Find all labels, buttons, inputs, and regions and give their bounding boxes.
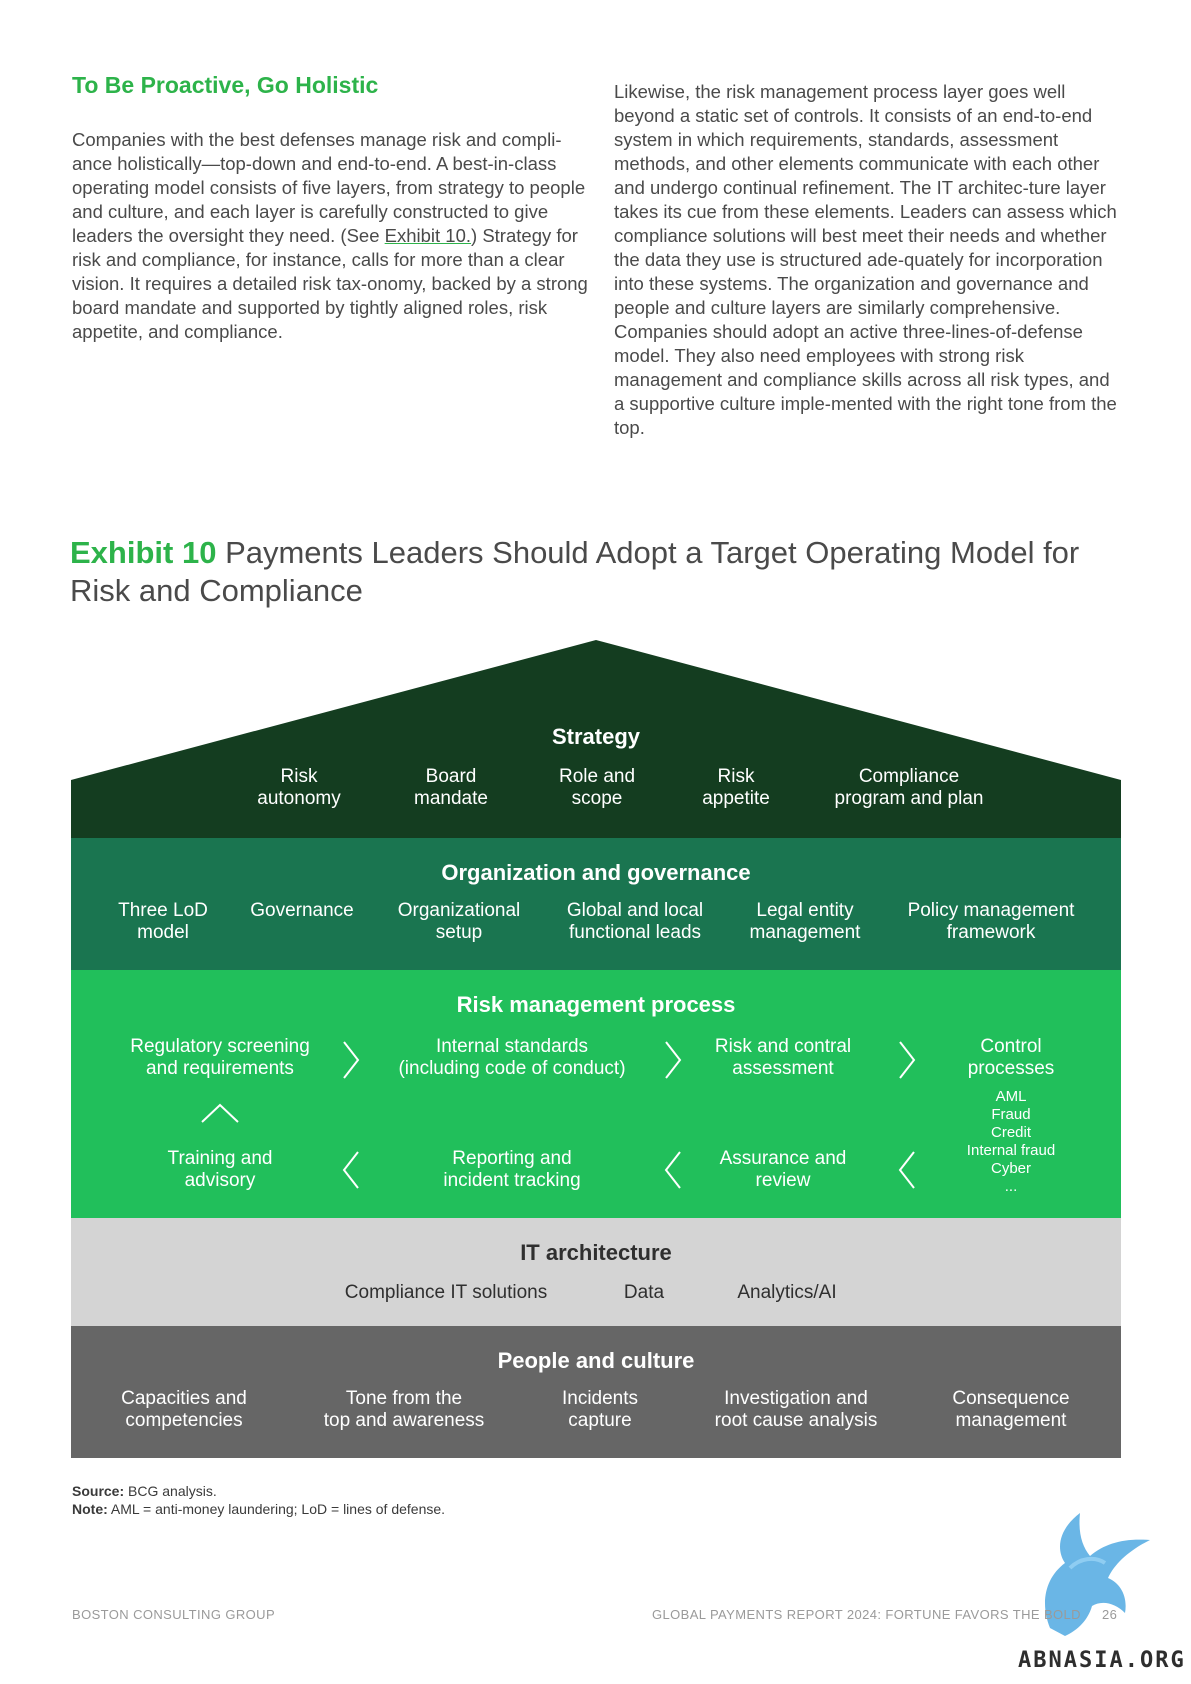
people-item-investigation: Investigation and root cause analysis	[714, 1388, 878, 1431]
people-culture-title: People and culture	[497, 1348, 695, 1373]
left-paragraph-end: ) Strategy for risk and compliance, for …	[72, 225, 588, 342]
risk-item-risk-assessment: Risk and contral assessment	[714, 1036, 852, 1079]
control-item-cyber: Cyber	[990, 1160, 1032, 1177]
risk-process-band: Risk management process Regulatory scree…	[71, 970, 1121, 1218]
risk-item-control-processes: Control processes	[967, 1036, 1055, 1079]
strategy-item-risk-appetite: Risk appetite	[702, 766, 770, 809]
org-item-three-lod: Three LoD model	[118, 900, 208, 943]
org-item-governance: Governance	[250, 900, 354, 921]
footer-right: GLOBAL PAYMENTS REPORT 2024: FORTUNE FAV…	[652, 1607, 1081, 1622]
page-number: 26	[1102, 1607, 1118, 1622]
operating-model-diagram: Strategy Risk autonomy Board mandate Role …	[71, 640, 1121, 1458]
strategy-item-risk-autonomy: Risk autonomy	[257, 766, 341, 809]
chevron-left-icon	[664, 1151, 681, 1189]
control-item-credit: Credit	[990, 1124, 1032, 1141]
left-paragraph: Companies with the best defenses manage …	[72, 128, 592, 344]
people-item-consequence: Consequence management	[952, 1388, 1070, 1431]
it-item-data: Data	[623, 1282, 665, 1303]
chevron-right-icon	[343, 1041, 360, 1079]
strategy-roof	[71, 640, 1121, 838]
org-item-global-local-leads: Global and local functional leads	[566, 900, 704, 943]
note-label: Note:	[72, 1501, 108, 1517]
chevron-up-icon	[201, 1103, 239, 1123]
watermark-text: ABNASIA.ORG	[1018, 1648, 1186, 1673]
exhibit-notes: Source: BCG analysis. Note: AML = anti-m…	[72, 1482, 445, 1518]
strategy-item-compliance-program: Compliance program and plan	[834, 766, 984, 809]
control-item-fraud: Fraud	[991, 1106, 1031, 1123]
risk-item-reporting: Reporting and incident tracking	[443, 1148, 581, 1191]
control-item-internal-fraud: Internal fraud	[966, 1142, 1056, 1159]
risk-item-regulatory-screening: Regulatory screening and requirements	[130, 1036, 310, 1079]
strategy-item-role-scope: Role and scope	[558, 766, 636, 809]
source-line: Source: BCG analysis.	[72, 1482, 445, 1500]
it-item-compliance-solutions: Compliance IT solutions	[344, 1282, 548, 1303]
risk-process-title: Risk management process	[456, 992, 736, 1017]
exhibit-link[interactable]: Exhibit 10.	[384, 225, 472, 246]
chevron-right-icon	[665, 1041, 682, 1079]
source-text: BCG analysis.	[124, 1483, 217, 1499]
chevron-left-icon	[342, 1151, 359, 1189]
exhibit-label: Exhibit 10	[70, 535, 217, 570]
people-item-capacities: Capacities and competencies	[121, 1388, 247, 1431]
strategy-item-board-mandate: Board mandate	[414, 766, 488, 809]
control-item-aml: AML	[995, 1088, 1027, 1105]
org-item-organizational-setup: Organizational setup	[397, 900, 521, 943]
exhibit-title: Exhibit 10 Payments Leaders Should Adopt…	[70, 534, 1130, 610]
it-architecture-band: IT architecture Compliance IT solutions …	[71, 1218, 1121, 1326]
people-item-tone: Tone from the top and awareness	[323, 1388, 485, 1431]
right-column-text: Likewise, the risk management process la…	[614, 80, 1124, 440]
footer-left: BOSTON CONSULTING GROUP	[72, 1607, 276, 1622]
it-architecture-title: IT architecture	[520, 1240, 672, 1265]
note-line: Note: AML = anti-money laundering; LoD =…	[72, 1500, 445, 1518]
risk-item-training: Training and advisory	[167, 1148, 273, 1191]
chevron-left-icon	[898, 1151, 915, 1189]
control-item-more: ...	[1004, 1178, 1018, 1195]
exhibit-title-text: Payments Leaders Should Adopt a Target O…	[70, 535, 1080, 608]
risk-item-assurance: Assurance and review	[719, 1148, 847, 1191]
org-governance-band: Organization and governance Three LoD mod…	[71, 838, 1121, 970]
section-heading: To Be Proactive, Go Holistic	[72, 72, 379, 98]
people-culture-band: People and culture Capacities and compete…	[71, 1326, 1121, 1458]
griffin-watermark-icon	[1045, 1513, 1150, 1636]
chevron-right-icon	[899, 1041, 916, 1079]
people-item-incidents: Incidents capture	[561, 1388, 639, 1431]
it-item-analytics-ai: Analytics/AI	[737, 1282, 837, 1303]
org-item-legal-entity: Legal entity management	[749, 900, 861, 943]
left-paragraph-start: Companies with the best defenses manage …	[72, 129, 586, 246]
org-item-policy-framework: Policy management framework	[907, 900, 1075, 943]
left-column-text: Companies with the best defenses manage …	[72, 128, 592, 344]
control-process-list: AML Fraud Credit Internal fraud Cyber ..…	[967, 1088, 1055, 1196]
org-governance-title: Organization and governance	[441, 860, 751, 885]
right-paragraph: Likewise, the risk management process la…	[614, 81, 1117, 438]
note-text: AML = anti-money laundering; LoD = lines…	[107, 1501, 446, 1517]
strategy-title: Strategy	[551, 724, 641, 749]
risk-item-internal-standards: Internal standards (including code of con…	[398, 1036, 626, 1079]
source-label: Source:	[72, 1483, 125, 1499]
